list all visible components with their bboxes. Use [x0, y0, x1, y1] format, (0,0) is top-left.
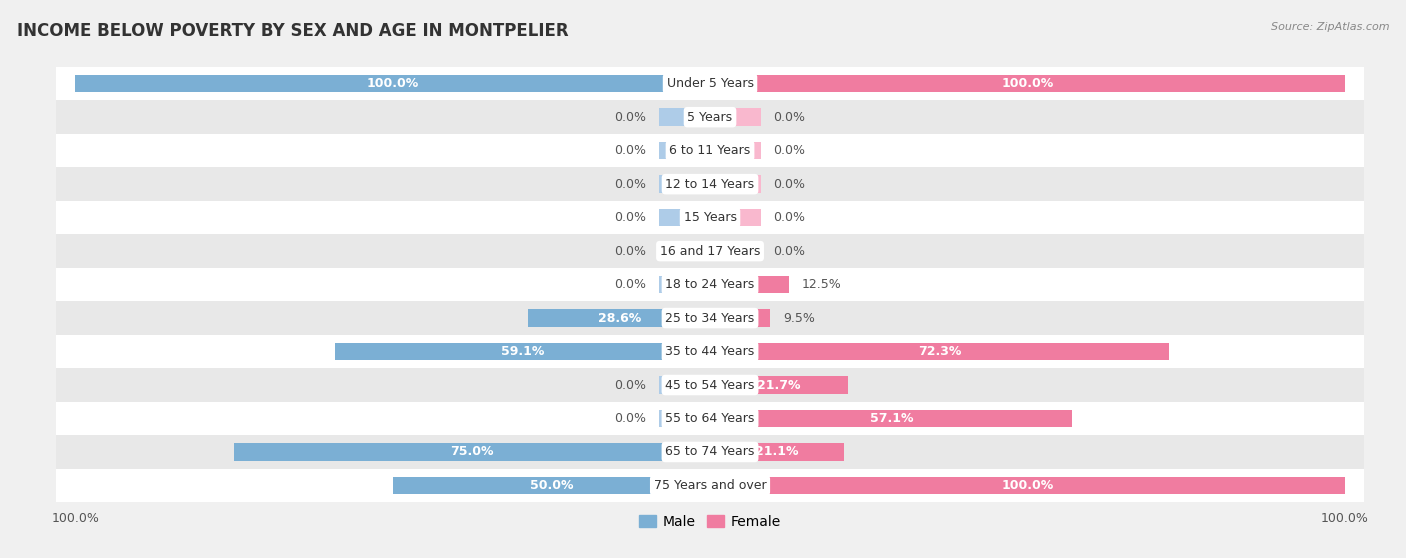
Text: 59.1%: 59.1% — [501, 345, 544, 358]
Bar — [710, 343, 1168, 360]
Text: INCOME BELOW POVERTY BY SEX AND AGE IN MONTPELIER: INCOME BELOW POVERTY BY SEX AND AGE IN M… — [17, 22, 568, 40]
Text: 100.0%: 100.0% — [1001, 479, 1053, 492]
Bar — [710, 276, 789, 294]
Text: 57.1%: 57.1% — [869, 412, 912, 425]
Bar — [659, 376, 710, 394]
Bar — [659, 142, 710, 160]
Bar — [710, 477, 1344, 494]
Text: 25 to 34 Years: 25 to 34 Years — [665, 311, 755, 325]
Bar — [56, 201, 1364, 234]
Text: 45 to 54 Years: 45 to 54 Years — [665, 378, 755, 392]
Bar — [56, 335, 1364, 368]
Text: 0.0%: 0.0% — [614, 412, 647, 425]
Bar — [659, 242, 710, 260]
Bar — [659, 209, 710, 227]
Bar — [710, 175, 761, 193]
Text: 28.6%: 28.6% — [598, 311, 641, 325]
Text: 16 and 17 Years: 16 and 17 Years — [659, 244, 761, 258]
Text: 6 to 11 Years: 6 to 11 Years — [669, 144, 751, 157]
Text: 21.7%: 21.7% — [758, 378, 800, 392]
Text: 12.5%: 12.5% — [801, 278, 842, 291]
Text: 0.0%: 0.0% — [773, 144, 806, 157]
Text: 9.5%: 9.5% — [783, 311, 815, 325]
Text: 15 Years: 15 Years — [683, 211, 737, 224]
Bar — [710, 309, 770, 327]
Bar — [56, 402, 1364, 435]
Bar — [710, 376, 848, 394]
Bar — [233, 443, 710, 461]
Legend: Male, Female: Male, Female — [634, 509, 786, 535]
Text: 100.0%: 100.0% — [1001, 77, 1053, 90]
Bar — [710, 75, 1344, 93]
Text: 21.1%: 21.1% — [755, 445, 799, 459]
Text: 65 to 74 Years: 65 to 74 Years — [665, 445, 755, 459]
Bar — [56, 301, 1364, 335]
Bar — [335, 343, 710, 360]
Text: 75.0%: 75.0% — [450, 445, 494, 459]
Bar — [710, 108, 761, 126]
Text: Source: ZipAtlas.com: Source: ZipAtlas.com — [1271, 22, 1389, 32]
Bar — [56, 435, 1364, 469]
Text: 0.0%: 0.0% — [614, 278, 647, 291]
Bar — [659, 175, 710, 193]
Text: 0.0%: 0.0% — [614, 211, 647, 224]
Bar — [56, 134, 1364, 167]
Bar — [710, 242, 761, 260]
Bar — [659, 410, 710, 427]
Bar — [56, 368, 1364, 402]
Bar — [392, 477, 710, 494]
Bar — [76, 75, 710, 93]
Text: 12 to 14 Years: 12 to 14 Years — [665, 177, 755, 191]
Text: 5 Years: 5 Years — [688, 110, 733, 124]
Text: 0.0%: 0.0% — [614, 177, 647, 191]
Bar — [56, 167, 1364, 201]
Bar — [56, 469, 1364, 502]
Bar — [56, 234, 1364, 268]
Bar — [659, 276, 710, 294]
Text: 0.0%: 0.0% — [614, 244, 647, 258]
Text: 0.0%: 0.0% — [773, 110, 806, 124]
Text: 0.0%: 0.0% — [773, 244, 806, 258]
Text: 0.0%: 0.0% — [773, 211, 806, 224]
Bar — [710, 209, 761, 227]
Bar — [710, 142, 761, 160]
Text: 0.0%: 0.0% — [614, 378, 647, 392]
Text: 35 to 44 Years: 35 to 44 Years — [665, 345, 755, 358]
Bar — [56, 100, 1364, 134]
Text: 0.0%: 0.0% — [614, 144, 647, 157]
Text: Under 5 Years: Under 5 Years — [666, 77, 754, 90]
Text: 0.0%: 0.0% — [614, 110, 647, 124]
Bar — [659, 108, 710, 126]
Text: 75 Years and over: 75 Years and over — [654, 479, 766, 492]
Bar — [710, 410, 1073, 427]
Bar — [710, 443, 844, 461]
Text: 55 to 64 Years: 55 to 64 Years — [665, 412, 755, 425]
Text: 72.3%: 72.3% — [918, 345, 962, 358]
Text: 0.0%: 0.0% — [773, 177, 806, 191]
Bar — [56, 268, 1364, 301]
Text: 50.0%: 50.0% — [530, 479, 574, 492]
Bar — [529, 309, 710, 327]
Bar — [56, 67, 1364, 100]
Text: 100.0%: 100.0% — [367, 77, 419, 90]
Text: 18 to 24 Years: 18 to 24 Years — [665, 278, 755, 291]
